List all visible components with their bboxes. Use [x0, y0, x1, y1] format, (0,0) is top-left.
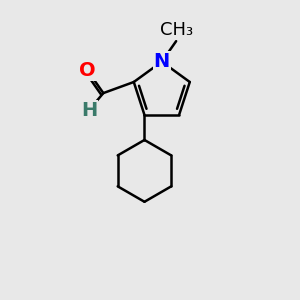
Text: CH₃: CH₃: [160, 21, 193, 39]
Text: N: N: [154, 52, 170, 71]
Text: H: H: [81, 100, 97, 119]
Text: O: O: [79, 61, 96, 80]
